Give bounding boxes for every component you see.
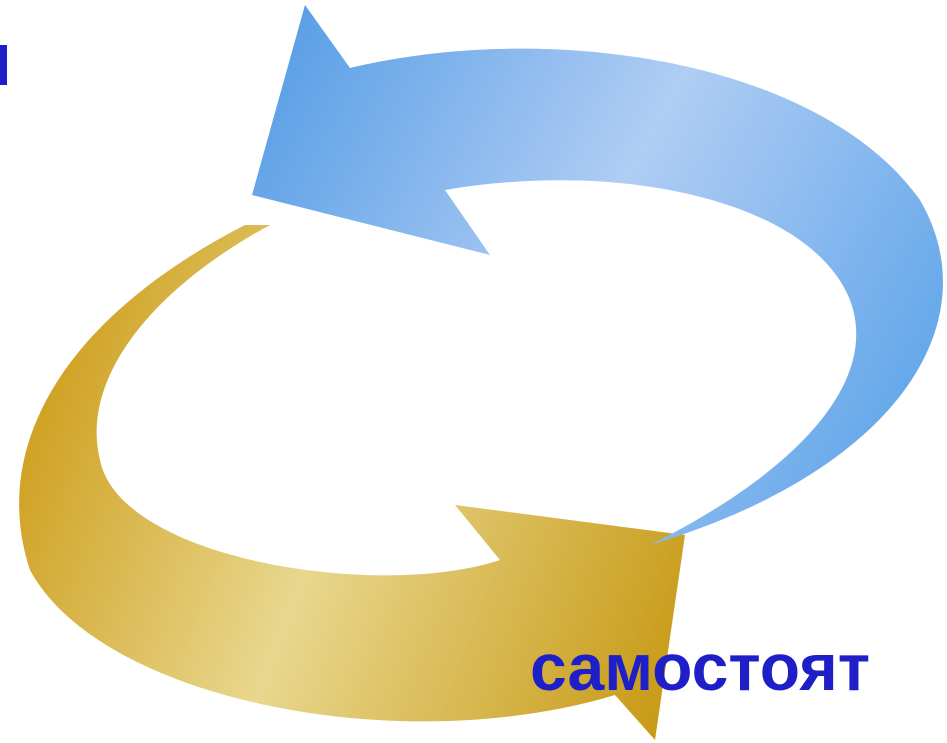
blue-arrow — [252, 5, 943, 545]
cycle-diagram: самостоят — [0, 0, 947, 743]
cut-off-glyph — [0, 45, 7, 85]
caption: самостоят — [530, 630, 870, 704]
page: {"caption": "самостоят"} самостоят (() =… — [0, 0, 947, 743]
